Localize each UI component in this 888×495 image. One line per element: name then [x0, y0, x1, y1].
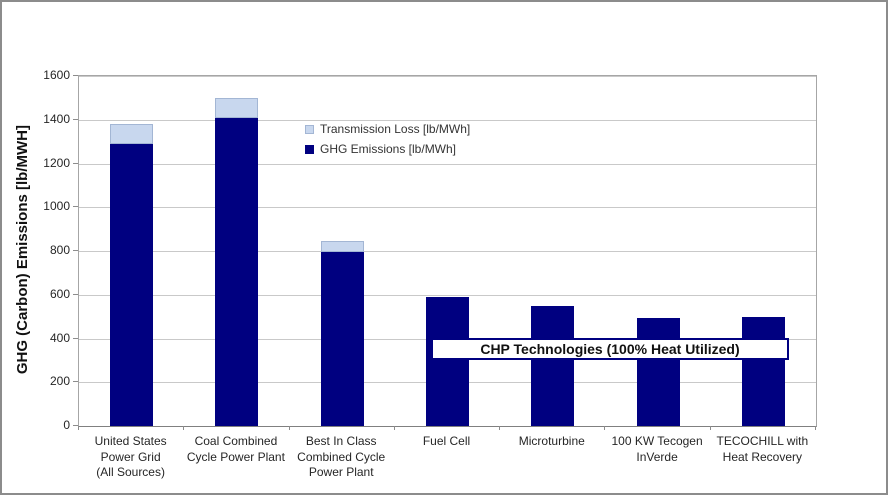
x-category-label: Microturbine — [518, 434, 585, 448]
x-category-label: Fuel Cell — [422, 434, 471, 448]
gridline — [79, 251, 816, 252]
legend-swatch-icon — [305, 124, 314, 134]
y-tick-label: 800 — [49, 243, 70, 257]
y-tick-label: 1000 — [43, 199, 70, 214]
bar-segment-ghg — [426, 296, 469, 426]
bar-segment-ghg — [215, 117, 259, 426]
bar-segment-ghg — [531, 305, 575, 426]
x-category-label: TECOCHILL with Heat Recovery — [716, 434, 809, 464]
y-tick-mark — [73, 337, 78, 339]
plot-area — [78, 75, 817, 427]
bar-segment-transmission — [320, 241, 364, 253]
bar-segment-ghg — [741, 316, 785, 426]
gridline — [79, 294, 816, 296]
x-tick-mark — [393, 426, 395, 430]
y-tick-mark — [73, 162, 78, 164]
y-tick-mark — [73, 250, 78, 251]
chp-annotation-box: CHP Technologies (100% Heat Utilized) — [431, 338, 789, 360]
x-category-label: 100 KW Tecogen InVerde — [611, 434, 703, 464]
legend-swatch-icon — [305, 144, 314, 154]
chart-legend: Transmission Loss [lb/MWh] GHG Emissions … — [305, 122, 470, 162]
chp-annotation-text: CHP Technologies (100% Heat Utilized) — [480, 341, 740, 357]
bar-segment-ghg — [320, 252, 364, 426]
x-category-label: Coal Combined Cycle Power Plant — [186, 434, 285, 464]
bar-segment-transmission — [110, 124, 154, 144]
x-tick-mark — [183, 426, 185, 430]
legend-item: GHG Emissions [lb/MWh] — [305, 142, 470, 156]
y-tick-mark — [73, 293, 78, 295]
gridline — [79, 163, 816, 165]
y-tick-mark — [73, 206, 78, 208]
y-tick-label: 200 — [49, 374, 70, 389]
y-tick-label: 1400 — [43, 111, 70, 126]
x-tick-mark — [709, 426, 711, 430]
x-category-label: Best In Class Combined Cycle Power Plant — [297, 434, 386, 480]
gridline — [79, 76, 816, 77]
y-tick-mark — [73, 118, 78, 120]
y-tick-label: 1600 — [43, 68, 70, 82]
x-tick-mark — [499, 426, 501, 430]
gridline — [79, 207, 816, 209]
gridline — [79, 119, 816, 121]
y-tick-label: 600 — [49, 286, 70, 301]
legend-item: Transmission Loss [lb/MWh] — [305, 122, 470, 136]
x-category-label: United States Power Grid (All Sources) — [94, 434, 167, 480]
bar-segment-ghg — [636, 317, 680, 426]
bar-segment-ghg — [110, 143, 154, 426]
x-tick-mark — [604, 426, 606, 430]
x-tick-mark — [288, 426, 290, 430]
x-tick-mark — [815, 426, 816, 430]
y-tick-mark — [73, 381, 78, 383]
y-tick-mark — [73, 75, 78, 76]
y-tick-label: 0 — [63, 418, 70, 432]
legend-label: GHG Emissions [lb/MWh] — [320, 142, 457, 156]
y-tick-label: 400 — [49, 330, 70, 345]
x-tick-mark — [78, 426, 79, 430]
legend-label: Transmission Loss [lb/MWh] — [320, 122, 471, 136]
y-tick-label: 1200 — [43, 155, 70, 170]
bar-segment-transmission — [215, 97, 259, 118]
y-tick-mark — [73, 425, 78, 426]
